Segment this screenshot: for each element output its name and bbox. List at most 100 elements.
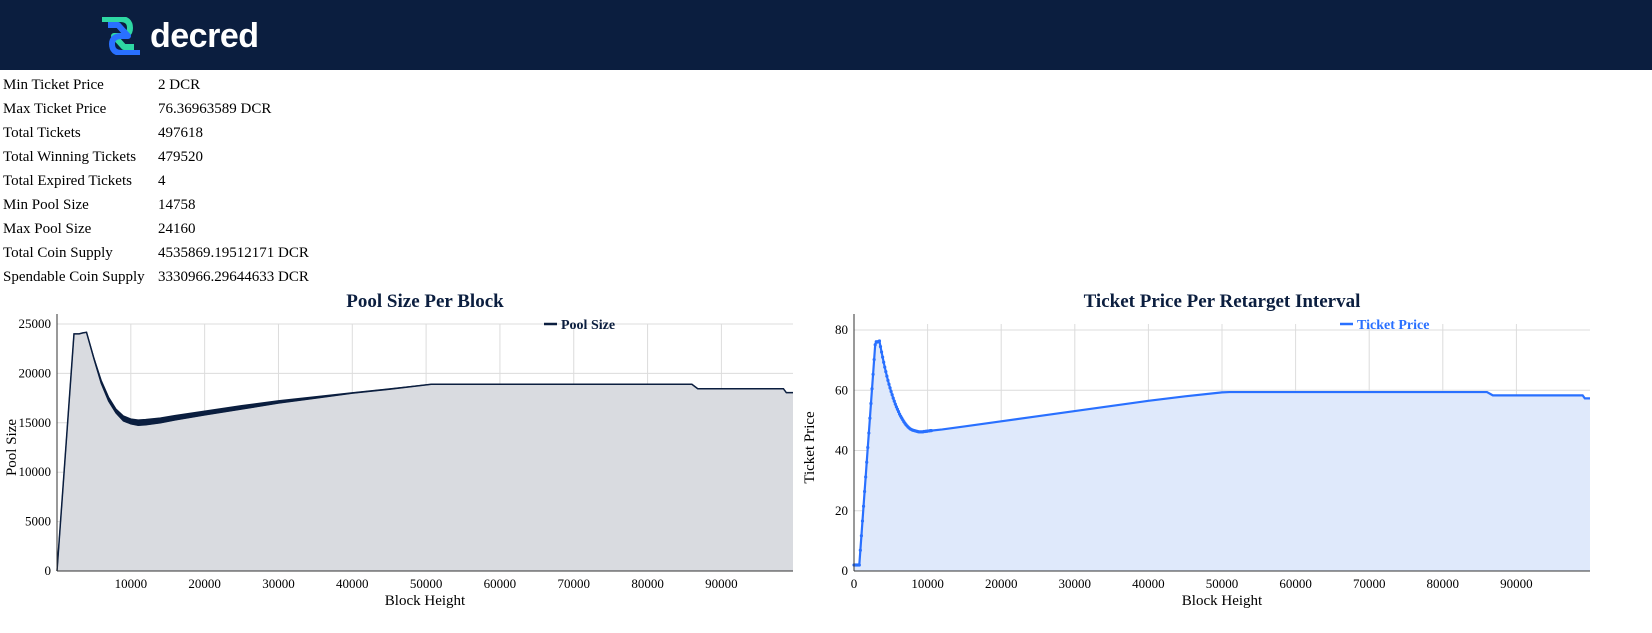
x-tick-label: 10000: [115, 576, 148, 591]
data-point: [865, 460, 869, 464]
data-point: [895, 407, 900, 411]
stat-value: 497618: [158, 125, 203, 141]
stat-row: Min Pool Size 14758: [3, 193, 309, 217]
x-tick-label: 30000: [1059, 576, 1092, 591]
data-point: [887, 382, 891, 386]
decred-logo-icon: [102, 17, 140, 55]
data-point: [860, 519, 865, 523]
x-axis-title: Block Height: [1182, 593, 1263, 609]
data-point: [864, 475, 868, 479]
x-tick-label: 40000: [1132, 576, 1165, 591]
data-point: [890, 393, 894, 397]
data-point: [877, 339, 882, 343]
data-point: [893, 402, 897, 406]
stat-row: Max Ticket Price 76.36963589 DCR: [3, 97, 309, 121]
stat-label: Min Pool Size: [3, 197, 89, 213]
data-point: [871, 372, 875, 376]
y-tick-label: 80: [835, 322, 848, 337]
data-point: [882, 360, 886, 364]
data-point: [878, 344, 883, 349]
y-tick-label: 40: [835, 443, 848, 458]
data-point: [929, 429, 933, 433]
data-point: [891, 396, 895, 400]
data-point: [858, 548, 862, 552]
pool-size-chart: Pool Size Per Block 10000 20000 30000 40000 5…: [0, 284, 800, 628]
stats-table: Min Ticket Price 2 DCR Max Ticket Price 76.…: [3, 73, 309, 289]
legend-label: Pool Size: [561, 318, 615, 333]
y-tick-label: 20000: [19, 365, 52, 380]
stat-label: Total Tickets: [3, 125, 81, 141]
x-tick-label: 70000: [558, 576, 591, 591]
x-tick-label: 60000: [1279, 576, 1312, 591]
series-area: [854, 340, 1590, 571]
stat-value: 24160: [158, 221, 196, 237]
y-axis-title: Ticket Price: [802, 411, 818, 484]
stat-value: 4: [158, 173, 166, 189]
stat-value: 2 DCR: [158, 77, 201, 93]
stat-value: 3330966.29644633 DCR: [158, 269, 309, 285]
series-area: [57, 332, 793, 571]
chart-title: Ticket Price Per Retarget Interval: [1084, 291, 1361, 312]
stat-label: Max Pool Size: [3, 221, 92, 237]
x-tick-label: 60000: [484, 576, 517, 591]
y-tick-label: 20: [835, 503, 848, 518]
data-point: [872, 357, 876, 362]
data-point: [883, 365, 887, 369]
stat-label: Total Coin Supply: [3, 245, 113, 261]
stat-label: Max Ticket Price: [3, 101, 107, 117]
x-tick-label: 50000: [1206, 576, 1239, 591]
data-point: [868, 416, 872, 420]
x-axis-title: Block Height: [385, 593, 466, 609]
data-point: [885, 374, 889, 378]
chart-title: Pool Size Per Block: [346, 291, 504, 312]
x-tick-label: 20000: [985, 576, 1018, 591]
x-tick-label: 50000: [410, 576, 443, 591]
data-point: [873, 343, 877, 347]
logo-wordmark: decred: [150, 16, 259, 55]
stat-row: Total Winning Tickets 479520: [3, 145, 309, 169]
data-point: [896, 410, 901, 414]
x-tick-label: 90000: [1500, 576, 1533, 591]
chart-svg: Ticket Price Per Retarget Interval 0 10000…: [802, 291, 1590, 609]
decred-logo[interactable]: decred: [100, 16, 259, 56]
site-header: decred: [0, 0, 1652, 70]
stat-value: 4535869.19512171 DCR: [158, 245, 309, 261]
y-axis-title: Pool Size: [4, 419, 20, 476]
x-tick-label: 20000: [188, 576, 221, 591]
x-tick-label: 0: [851, 576, 858, 591]
series-line: [56, 331, 793, 572]
stat-label: Spendable Coin Supply: [3, 269, 145, 285]
data-point: [884, 369, 888, 374]
data-point: [892, 399, 896, 403]
chart-svg: Pool Size Per Block 10000 20000 30000 40000 5…: [4, 291, 793, 609]
x-tick-label: 80000: [631, 576, 664, 591]
stat-row: Spendable Coin Supply 3330966.29644633 DC…: [3, 265, 309, 289]
y-tick-label: 0: [842, 563, 849, 578]
stat-row: Max Pool Size 24160: [3, 217, 309, 241]
chart-legend: Pool Size: [544, 318, 615, 333]
x-tick-label: 90000: [705, 576, 738, 591]
x-tick-label: 80000: [1427, 576, 1460, 591]
y-tick-label: 25000: [19, 316, 52, 331]
y-tick-label: 0: [45, 563, 52, 578]
stat-value: 76.36963589 DCR: [158, 101, 272, 117]
data-point: [867, 431, 871, 435]
data-point: [881, 355, 885, 359]
x-tick-label: 30000: [262, 576, 295, 591]
x-tick-label: 40000: [336, 576, 369, 591]
y-tick-label: 15000: [19, 415, 52, 430]
data-point: [859, 534, 864, 538]
stat-row: Total Coin Supply 4535869.19512171 DCR: [3, 241, 309, 265]
data-point: [866, 445, 870, 450]
data-point: [888, 386, 892, 390]
stat-row: Total Tickets 497618: [3, 121, 309, 145]
stat-label: Total Expired Tickets: [3, 173, 132, 189]
stat-row: Total Expired Tickets 4: [3, 169, 309, 193]
data-point: [861, 504, 866, 508]
stat-label: Min Ticket Price: [3, 77, 104, 93]
y-tick-label: 60: [835, 382, 848, 397]
stat-row: Min Ticket Price 2 DCR: [3, 73, 309, 97]
ticket-price-chart: Ticket Price Per Retarget Interval 0 10000…: [800, 284, 1652, 628]
data-point: [862, 489, 867, 494]
y-tick-label: 10000: [19, 464, 52, 479]
